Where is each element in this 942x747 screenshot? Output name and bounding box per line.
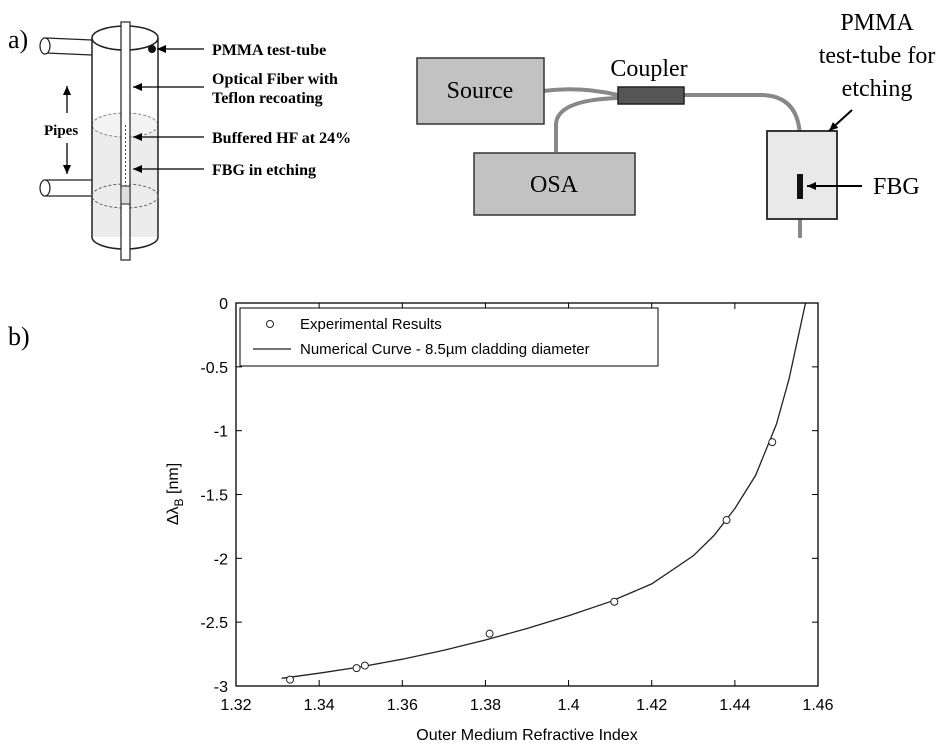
y-axis-label: ΔλB [nm] <box>165 463 186 525</box>
experimental-point <box>352 664 361 673</box>
experimental-point <box>768 438 777 447</box>
test-tube-drawing <box>39 21 159 261</box>
fbg-mark <box>797 174 803 199</box>
legend-marker-experimental <box>266 320 274 328</box>
x-axis-ticks: 1.32 1.34 1.36 1.38 1.4 1.42 1.44 1.46 <box>220 303 834 714</box>
label-pipes: Pipes <box>44 123 78 139</box>
x-tick-label: 1.38 <box>470 697 501 714</box>
experimental-point <box>360 661 369 670</box>
source-box <box>416 57 545 125</box>
legend: Experimental Results Numerical Curve - 8… <box>239 307 659 367</box>
legend-label-numerical: Numerical Curve - 8.5µm cladding diamete… <box>300 341 590 358</box>
legend-box <box>239 307 659 367</box>
chart-marks <box>281 302 807 684</box>
label-pmma-line3: etching <box>842 76 913 102</box>
y-tick-label: -3 <box>214 679 228 696</box>
y-axis-label-sub: B <box>172 498 186 506</box>
x-tick-label: 1.4 <box>557 697 579 714</box>
x-tick-label: 1.44 <box>719 697 750 714</box>
y-tick-label: -2 <box>214 551 228 568</box>
pipe-upper <box>39 37 93 56</box>
fiber-osa-to-coupler <box>554 96 619 152</box>
legend-label-experimental: Experimental Results <box>300 316 442 333</box>
y-axis-label-unit: [nm] <box>165 463 182 499</box>
experimental-point <box>286 675 295 684</box>
pipe-lower <box>39 179 92 197</box>
y-axis-label-main: Δλ <box>165 506 182 525</box>
panel-a-label: a) <box>8 25 28 54</box>
label-buffered-hf: Buffered HF at 24% <box>212 130 351 147</box>
label-pmma-line2: test-tube for <box>819 43 936 69</box>
label-fbg-in-etching: FBG in etching <box>212 162 316 179</box>
label-optical-fiber-line1: Optical Fiber with <box>212 71 338 88</box>
label-osa: OSA <box>530 172 579 198</box>
label-optical-fiber-line2: Teflon recoating <box>212 90 323 107</box>
experimental-point <box>722 516 731 525</box>
x-tick-label: 1.32 <box>220 697 251 714</box>
coupler-box <box>617 86 685 105</box>
x-axis-label: Outer Medium Refractive Index <box>416 727 637 744</box>
osa-box <box>473 152 636 216</box>
y-tick-label: 0 <box>219 296 228 313</box>
x-tick-label: 1.42 <box>636 697 667 714</box>
experimental-point <box>610 597 619 606</box>
x-tick-label: 1.46 <box>802 697 833 714</box>
setup-schematic <box>416 57 862 238</box>
tube-callouts <box>63 45 204 174</box>
label-coupler: Coupler <box>610 56 687 82</box>
label-pmma-line1: PMMA <box>840 10 914 36</box>
label-source: Source <box>447 78 514 104</box>
label-fbg: FBG <box>873 174 920 200</box>
y-tick-label: -1.5 <box>200 488 228 505</box>
x-tick-label: 1.36 <box>387 697 418 714</box>
fiber-source-to-coupler <box>542 87 619 97</box>
x-tick-label: 1.34 <box>304 697 335 714</box>
panel-b-label: b) <box>8 322 30 351</box>
y-axis-ticks: 0 -0.5 -1 -1.5 -2 -2.5 -3 <box>200 296 818 696</box>
y-tick-label: -1 <box>214 424 228 441</box>
numerical-curve-line <box>281 302 807 679</box>
label-pmma-test-tube: PMMA test-tube <box>212 42 326 59</box>
y-tick-label: -2.5 <box>200 615 228 632</box>
experimental-point <box>485 629 494 638</box>
y-tick-label: -0.5 <box>200 360 228 377</box>
chart: 1.32 1.34 1.36 1.38 1.4 1.42 1.44 1.46 0 -0.5 -1 -… <box>165 296 834 744</box>
